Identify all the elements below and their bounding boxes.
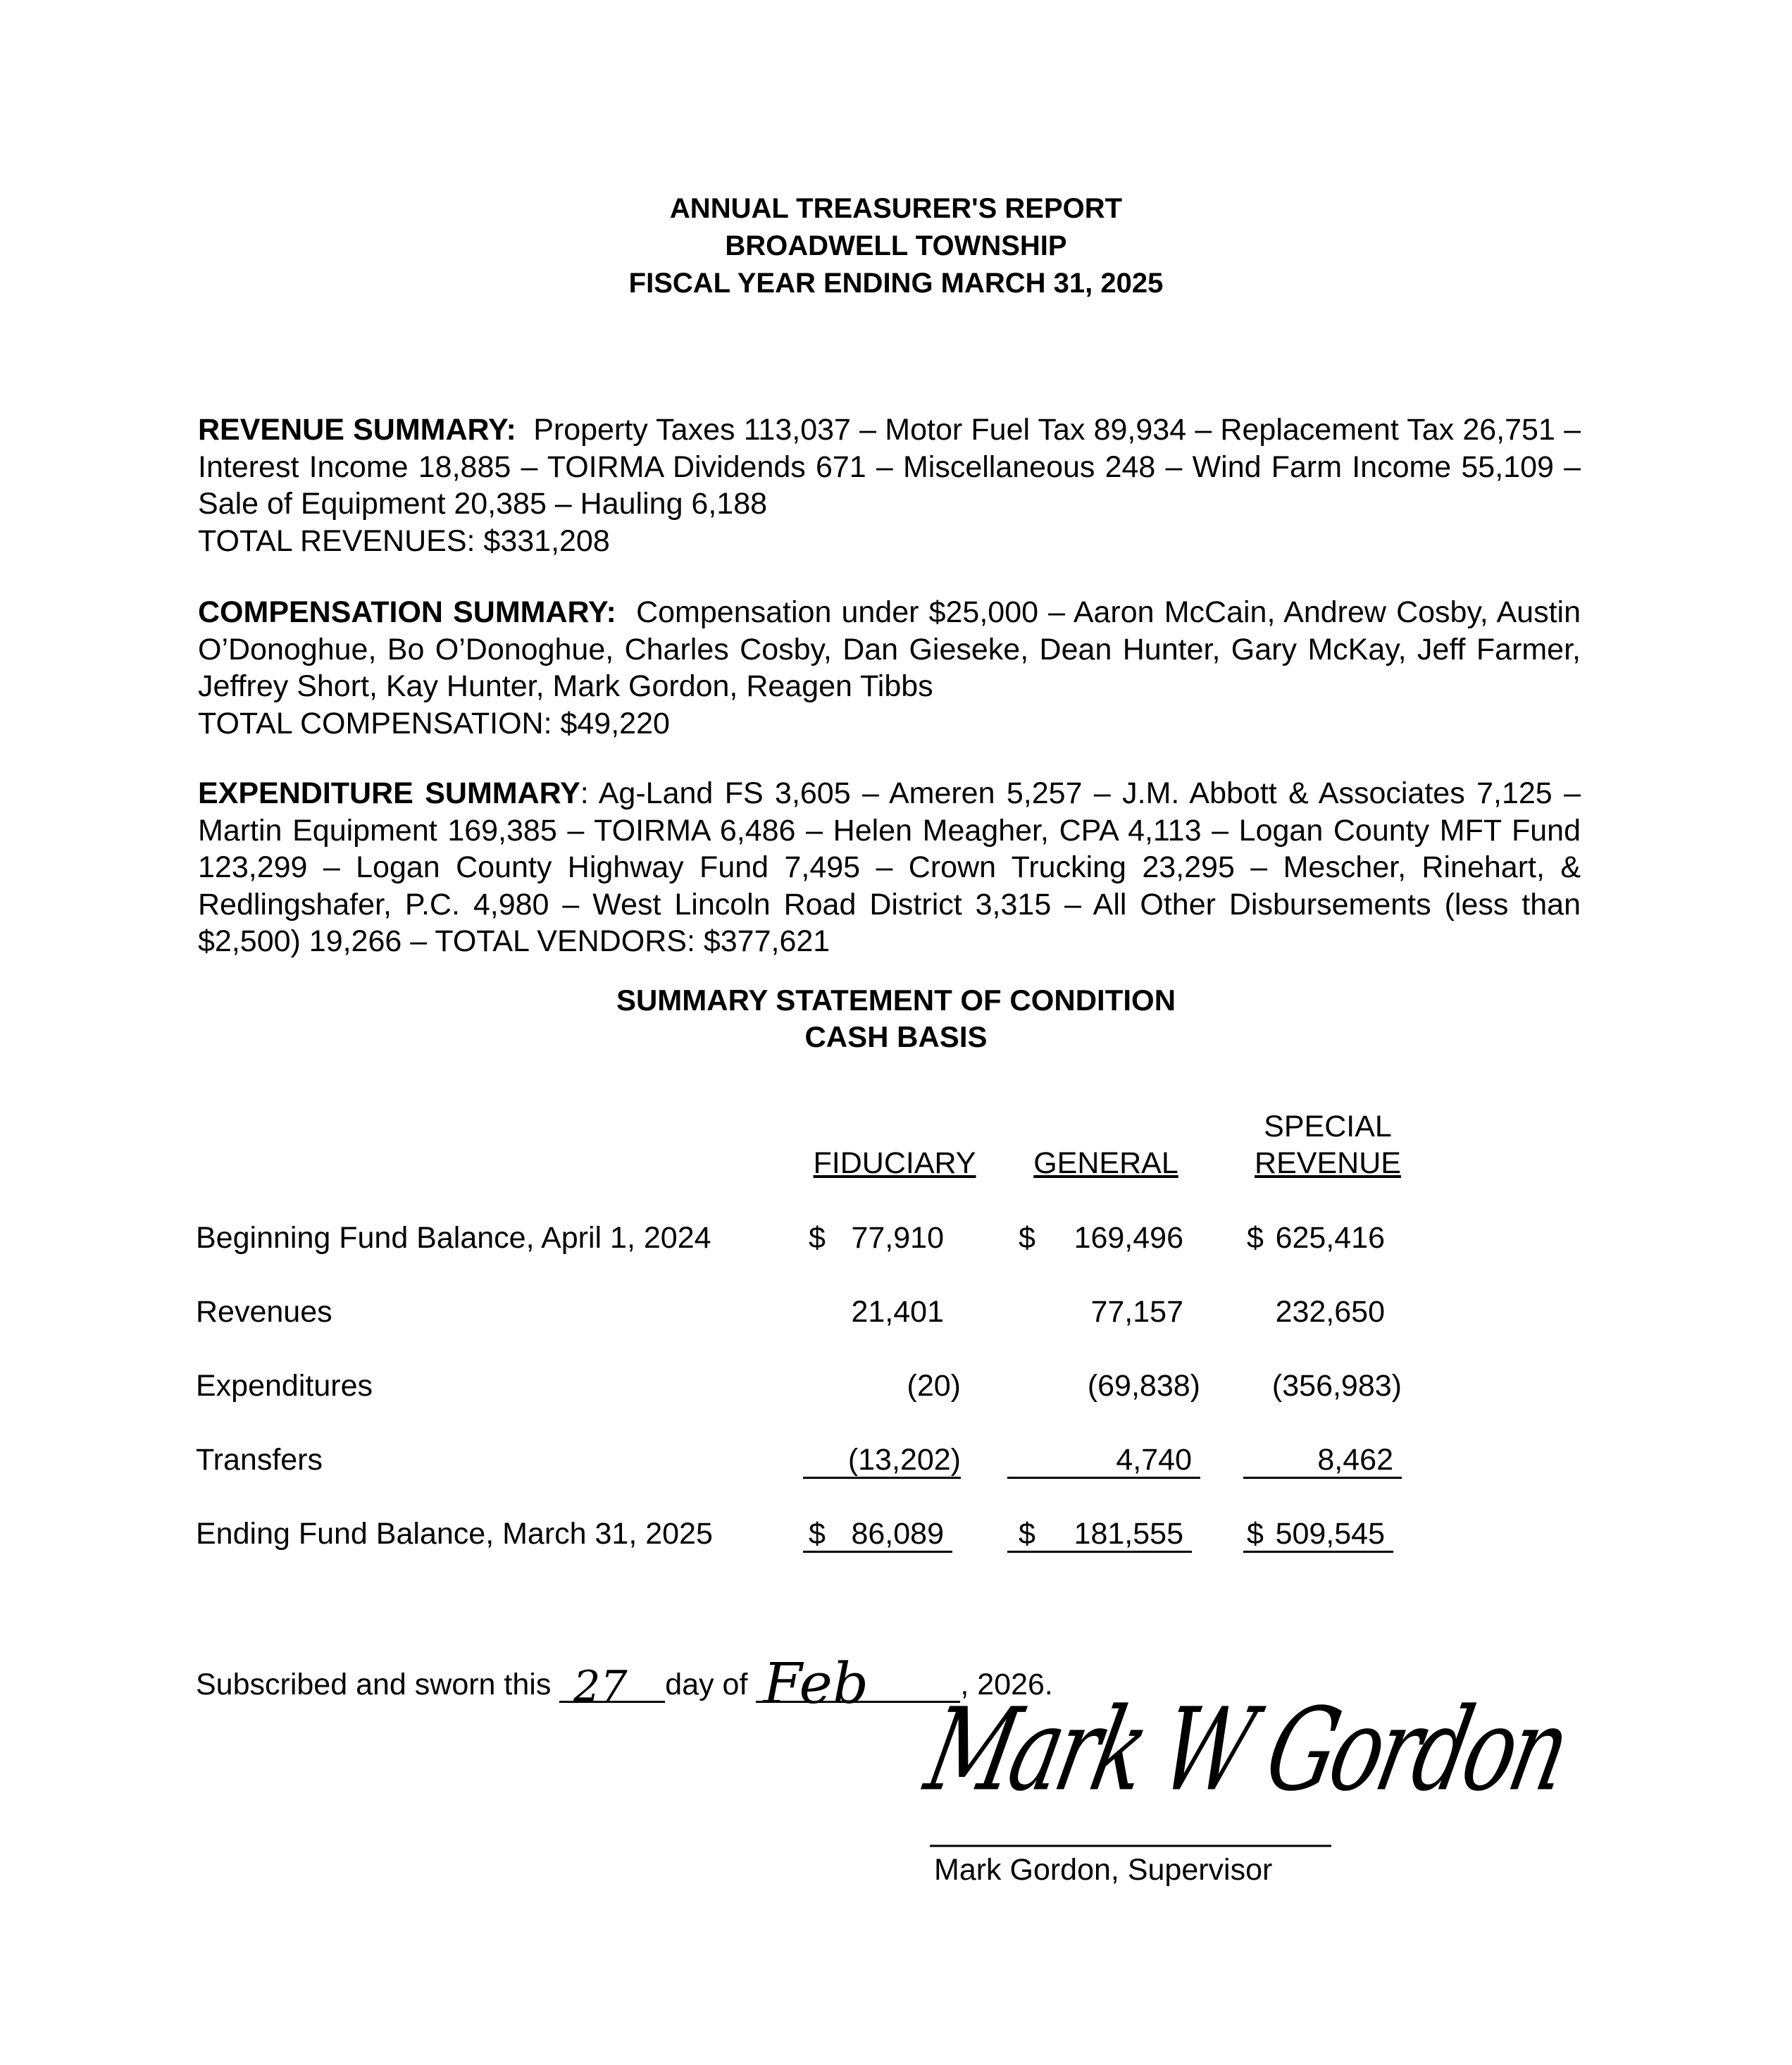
column-general: GENERAL [1033,1146,1178,1180]
cell-value: 77,910 [851,1221,944,1255]
title-line-3: FISCAL YEAR ENDING MARCH 31, 2025 [628,268,1164,299]
cell-general: (69,838) [1007,1368,1200,1403]
dollar-sign: $ [809,1517,826,1551]
cell-special-revenue: 8,462 [1243,1441,1402,1479]
row-label: Expenditures [196,1369,373,1403]
report-title: ANNUAL TREASURER'S REPORT BROADWELL TOWN… [0,190,1792,302]
cell-value: 4,740 [1116,1443,1192,1477]
compensation-total: TOTAL COMPENSATION: $49,220 [198,706,670,740]
expenditure-label: EXPENDITURE SUMMARY [198,776,580,810]
dollar-sign: $ [809,1221,826,1255]
cell-value: 86,089 [851,1517,944,1551]
cell-value: (13,202) [847,1443,961,1477]
statement-title: SUMMARY STATEMENT OF CONDITION [616,984,1176,1017]
cell-fiduciary: $86,089 [803,1515,952,1553]
cell-value: 8,462 [1317,1443,1393,1477]
cell-value: 77,157 [1090,1295,1183,1329]
cell-value: (69,838) [1087,1369,1200,1403]
statement-subtitle: CASH BASIS [804,1020,988,1053]
cell-fiduciary: (13,202) [803,1441,961,1479]
dollar-sign: $ [1247,1221,1264,1255]
title-line-1: ANNUAL TREASURER'S REPORT [669,193,1123,224]
oath-line: Subscribed and sworn this 27 day of Feb, … [196,1656,1053,1712]
cell-general: 77,157 [1007,1294,1192,1329]
cell-special-revenue: (356,983) [1243,1368,1402,1403]
oath-prefix: Subscribed and sworn this [196,1668,552,1701]
cell-value: 509,545 [1275,1517,1385,1551]
cell-fiduciary: 21,401 [803,1294,952,1329]
row-label: Beginning Fund Balance, April 1, 2024 [196,1221,711,1255]
cell-fiduciary: (20) [803,1368,961,1403]
cell-general: $169,496 [1007,1220,1192,1255]
cell-fiduciary: $77,910 [803,1220,952,1255]
expenditure-summary: EXPENDITURE SUMMARY: Ag-Land FS 3,605 – … [198,775,1581,960]
cell-value: 625,416 [1275,1221,1385,1255]
dollar-sign: $ [1019,1517,1035,1551]
dollar-sign: $ [1019,1221,1035,1255]
column-fiduciary: FIDUCIARY [813,1146,976,1180]
revenue-label: REVENUE SUMMARY: [198,413,516,447]
cell-value: 21,401 [851,1295,944,1329]
expenditure-text: : Ag-Land FS 3,605 – Ameren 5,257 – J.M.… [198,776,1581,958]
cell-special-revenue: $509,545 [1243,1515,1393,1553]
cell-value: 181,555 [1074,1517,1183,1551]
revenue-summary: REVENUE SUMMARY: Property Taxes 113,037 … [198,411,1581,559]
oath-month: Feb [763,1651,869,1716]
title-line-2: BROADWELL TOWNSHIP [725,230,1067,261]
signer-name: Mark Gordon, Supervisor [934,1853,1273,1887]
cell-value: (356,983) [1271,1369,1402,1403]
column-special: SPECIAL [1264,1110,1392,1143]
cell-general: 4,740 [1007,1441,1200,1479]
signature-line [930,1844,1331,1847]
cell-special-revenue: $625,416 [1243,1220,1393,1255]
row-label: Ending Fund Balance, March 31, 2025 [196,1517,713,1551]
cell-value: (20) [907,1369,961,1403]
statement-heading: SUMMARY STATEMENT OF CONDITION CASH BASI… [0,982,1792,1055]
cell-value: 169,496 [1074,1221,1183,1255]
dollar-sign: $ [1247,1517,1264,1551]
compensation-label: COMPENSATION SUMMARY: [198,595,616,629]
row-label: Transfers [196,1443,323,1477]
oath-middle: day of [665,1668,748,1701]
compensation-summary: COMPENSATION SUMMARY: Compensation under… [198,594,1581,742]
column-revenue: REVENUE [1255,1146,1401,1180]
cell-value: 232,650 [1275,1295,1385,1329]
compensation-text: Compensation under $25,000 – Aaron McCai… [198,595,1581,703]
cell-general: $181,555 [1007,1515,1192,1553]
revenue-total: TOTAL REVENUES: $331,208 [198,523,610,558]
row-label: Revenues [196,1295,332,1329]
revenue-text: Property Taxes 113,037 – Motor Fuel Tax … [198,413,1581,521]
month-blank: Feb [756,1656,961,1712]
day-blank: 27 [559,1662,666,1711]
oath-year: , 2026. [960,1668,1053,1701]
cell-special-revenue: 232,650 [1243,1294,1393,1329]
oath-day: 27 [573,1662,628,1711]
